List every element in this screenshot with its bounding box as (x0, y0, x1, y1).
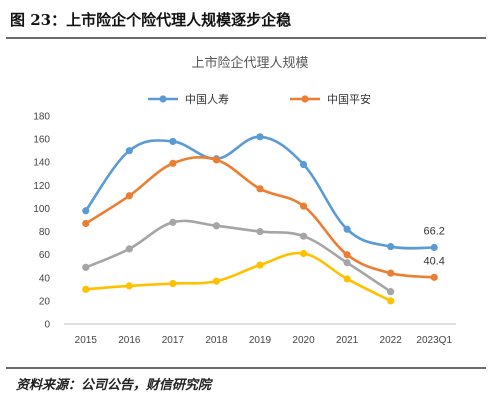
x-tick-label: 2015 (75, 335, 98, 346)
y-tick-label: 180 (33, 112, 50, 123)
chart-series-lines (82, 133, 438, 305)
series-0-point (430, 243, 438, 252)
title-divider (6, 37, 486, 39)
series-line-2 (84, 219, 392, 293)
x-tick-label: 2016 (118, 335, 141, 346)
chart-axes: 0 20 40 60 80 100 120 140 160 180 2015 2016 2017 2018… (33, 112, 456, 346)
series-2-point (256, 227, 264, 236)
series-1-point (343, 251, 351, 259)
figure-title: 图 23：上市险企个险代理人规模逐步企稳 (10, 11, 292, 29)
y-tick-label: 0 (44, 320, 50, 331)
y-tick-label: 20 (39, 296, 51, 307)
y-tick-label: 60 (39, 250, 51, 261)
series-0-point (125, 147, 133, 155)
data-label: 40.4 (424, 255, 445, 267)
line-chart: 上市险企代理人规模 中国人寿 中国平安 0 20 40 60 80 100 120 140 160… (33, 55, 456, 346)
series-3-point (125, 282, 133, 290)
series-0-point (387, 242, 395, 251)
series-1-point (430, 273, 438, 281)
legend-label: 中国平安 (327, 92, 371, 106)
series-0-point (256, 133, 264, 141)
series-2-point (387, 288, 395, 296)
series-1-point (299, 202, 308, 210)
series-1-point (387, 269, 395, 277)
y-tick-label: 120 (33, 181, 50, 192)
chart-legend: 中国人寿 中国平安 (148, 92, 371, 106)
source-note: 资料来源：公司公告，财信研究院 (16, 378, 212, 393)
chart-annotations: 66.2 40.4 (424, 226, 445, 268)
series-0-point (343, 225, 351, 233)
legend-label: 中国人寿 (185, 92, 229, 106)
series-1-point (169, 159, 177, 167)
series-0-point (169, 137, 177, 146)
x-tick-label: 2018 (205, 335, 228, 346)
series-0-point (82, 207, 90, 215)
series-1-point (256, 185, 264, 193)
series-2-point (299, 232, 308, 240)
series-3-point (343, 275, 351, 283)
legend-marker (159, 95, 167, 103)
y-tick-label: 160 (33, 135, 50, 146)
series-2-point (82, 263, 90, 271)
x-tick-label: 2019 (249, 335, 272, 346)
series-0-point (299, 160, 308, 169)
series-2-point (343, 259, 351, 267)
series-3-point (169, 279, 177, 288)
series-3-point (299, 249, 308, 258)
series-2-point (125, 245, 133, 253)
series-line-3 (84, 251, 392, 303)
series-1-point (125, 192, 133, 200)
chart-title: 上市险企代理人规模 (191, 55, 308, 71)
x-tick-label: 2023Q1 (416, 335, 452, 346)
x-tick-label: 2020 (292, 335, 315, 346)
y-tick-label: 100 (33, 204, 50, 215)
series-2-point (212, 222, 221, 230)
data-label: 66.2 (424, 226, 445, 238)
series-3-point (82, 285, 90, 293)
series-3-point (387, 297, 395, 305)
series-3-point (212, 277, 221, 285)
y-tick-label: 140 (33, 158, 50, 169)
series-2-point (169, 218, 177, 226)
series-3-point (256, 261, 264, 269)
series-line-1 (84, 155, 436, 279)
series-1-point (82, 219, 90, 228)
series-1-point (212, 156, 221, 164)
legend-marker (301, 95, 309, 103)
source-divider (6, 367, 486, 369)
y-tick-label: 80 (39, 227, 51, 238)
x-tick-label: 2021 (336, 335, 359, 346)
x-tick-label: 2017 (162, 335, 185, 346)
y-tick-label: 40 (39, 273, 51, 284)
x-tick-label: 2022 (380, 335, 403, 346)
